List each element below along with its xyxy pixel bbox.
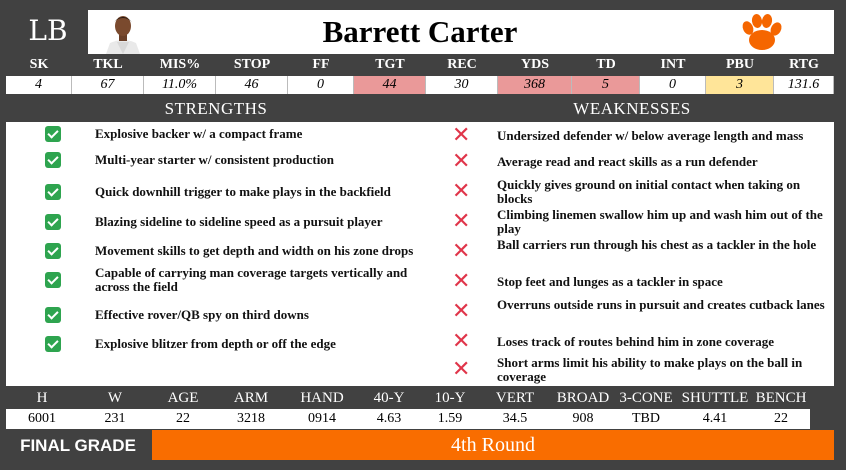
- stat-header-0: SK: [29, 57, 49, 72]
- stat-header-8: TD: [596, 57, 616, 72]
- strength-item: Movement skills to get depth and width o…: [95, 243, 414, 258]
- stat-header-3: STOP: [233, 57, 271, 72]
- strengths-heading: STRENGTHS: [164, 99, 268, 118]
- weakness-item: Climbing linemen swallow him up and wash…: [497, 207, 823, 236]
- x-icon: ✕: [452, 269, 471, 294]
- stat-value-9: 0: [640, 76, 706, 94]
- check-icon: [45, 272, 61, 288]
- measurement-header-5: 40-Y: [373, 390, 405, 406]
- measurement-value-2: 22: [152, 409, 214, 429]
- stat-header-11: RTG: [789, 57, 819, 72]
- position-label: LB: [28, 14, 68, 47]
- measurement-value-10: 4.41: [678, 409, 752, 429]
- stat-value-6: 30: [426, 76, 498, 94]
- weakness-item: Loses track of routes behind him in zone…: [497, 334, 775, 349]
- measurement-header-2: AGE: [167, 390, 199, 406]
- stat-header-6: REC: [447, 57, 477, 72]
- measurement-value-9: TBD: [614, 409, 678, 429]
- stat-value-11: 131.6: [774, 76, 834, 94]
- check-icon: [45, 307, 61, 323]
- weakness-item: Short arms limit his ability to make pla…: [497, 355, 803, 384]
- stat-headers: SK TKL MIS% STOP FF TGT REC YDS TD INT PBU RTG: [6, 55, 834, 75]
- x-icon: ✕: [452, 239, 471, 264]
- x-icon: ✕: [452, 357, 471, 382]
- measurement-value-4: 0914: [288, 409, 356, 429]
- measurement-value-7: 34.5: [478, 409, 552, 429]
- measurement-value-11: 22: [752, 409, 810, 429]
- check-icon: [45, 126, 61, 142]
- x-icon: ✕: [452, 329, 471, 354]
- weakness-item: Undersized defender w/ below average len…: [497, 128, 804, 143]
- measurement-header-8: BROAD: [556, 390, 610, 406]
- final-grade-label: FINAL GRADE: [20, 436, 136, 455]
- final-grade-value: 4th Round: [152, 430, 834, 460]
- stat-header-1: TKL: [93, 57, 123, 72]
- measurement-header-0: H: [36, 390, 48, 406]
- stat-header-9: INT: [660, 57, 686, 72]
- stat-value-10: 3: [706, 76, 774, 94]
- player-name: Barrett Carter: [322, 14, 518, 49]
- check-icon: [45, 184, 61, 200]
- stat-value-2: 11.0%: [144, 76, 216, 94]
- strength-item: Explosive backer w/ a compact frame: [95, 126, 303, 141]
- weakness-item: Stop feet and lunges as a tackler in spa…: [497, 274, 723, 289]
- weaknesses-heading: WEAKNESSES: [573, 99, 691, 118]
- strength-item: Effective rover/QB spy on third downs: [95, 307, 309, 322]
- measurement-headers: H W AGE ARM HAND 40-Y 10-Y VERT BROAD 3-CONE SHUTT…: [6, 388, 834, 408]
- weakness-item: Quickly gives ground on initial contact …: [497, 177, 801, 206]
- stat-header-2: MIS%: [159, 57, 201, 72]
- strength-item: Blazing sideline to sideline speed as a …: [95, 214, 383, 229]
- measurement-value-8: 908: [552, 409, 614, 429]
- measurement-value-5: 4.63: [356, 409, 422, 429]
- measurement-header-6: 10-Y: [434, 390, 466, 406]
- x-icon: ✕: [452, 179, 471, 204]
- stat-header-5: TGT: [375, 57, 405, 72]
- strength-item: Capable of carrying man coverage targets…: [95, 265, 408, 294]
- check-icon: [45, 214, 61, 230]
- stat-value-7: 368: [498, 76, 572, 94]
- player-photo: [98, 10, 148, 54]
- strength-item: Explosive blitzer from depth or off the …: [95, 336, 336, 351]
- measurement-value-6: 1.59: [422, 409, 478, 429]
- stat-header-4: FF: [312, 57, 330, 72]
- stat-header-7: YDS: [520, 57, 549, 72]
- measurement-header-11: BENCH: [755, 390, 807, 406]
- stat-value-8: 5: [572, 76, 640, 94]
- title-bar: [88, 10, 834, 54]
- measurement-header-1: W: [107, 390, 123, 406]
- stat-value-4: 0: [288, 76, 354, 94]
- weakness-item: Ball carriers run through his chest as a…: [497, 237, 817, 252]
- check-icon: [45, 336, 61, 352]
- measurement-header-10: SHUTTLE: [681, 390, 749, 406]
- stat-value-0: 4: [6, 76, 72, 94]
- measurement-value-1: 231: [78, 409, 152, 429]
- check-icon: [45, 243, 61, 259]
- strengths-weaknesses-panel: Explosive backer w/ a compact frame Multi…: [6, 122, 834, 386]
- strength-item: Multi-year starter w/ consistent product…: [95, 152, 335, 167]
- x-icon: ✕: [452, 209, 471, 234]
- measurement-value-0: 6001: [6, 409, 78, 429]
- stat-value-1: 67: [72, 76, 144, 94]
- measurement-header-7: VERT: [495, 390, 535, 406]
- stat-header-10: PBU: [726, 57, 754, 72]
- weakness-item: Overruns outside runs in pursuit and cre…: [497, 297, 825, 312]
- weakness-item: Average read and react skills as a run d…: [497, 154, 758, 169]
- measurement-header-4: HAND: [300, 390, 344, 406]
- clemson-paw-icon: [742, 14, 782, 50]
- measurement-header-3: ARM: [233, 390, 269, 406]
- x-icon: ✕: [452, 149, 471, 174]
- stat-values: 4 67 11.0% 46 0 44 30 368 5 0 3 131.6: [6, 76, 834, 94]
- stat-value-3: 46: [216, 76, 288, 94]
- x-icon: ✕: [452, 299, 471, 324]
- stat-value-5: 44: [354, 76, 426, 94]
- strength-item: Quick downhill trigger to make plays in …: [95, 184, 391, 199]
- check-icon: [45, 152, 61, 168]
- x-icon: ✕: [452, 123, 471, 148]
- measurement-values: 6001 231 22 3218 0914 4.63 1.59 34.5 908 TBD 4.41 2…: [6, 409, 834, 429]
- measurement-value-3: 3218: [214, 409, 288, 429]
- measurement-header-9: 3-CONE: [619, 390, 673, 406]
